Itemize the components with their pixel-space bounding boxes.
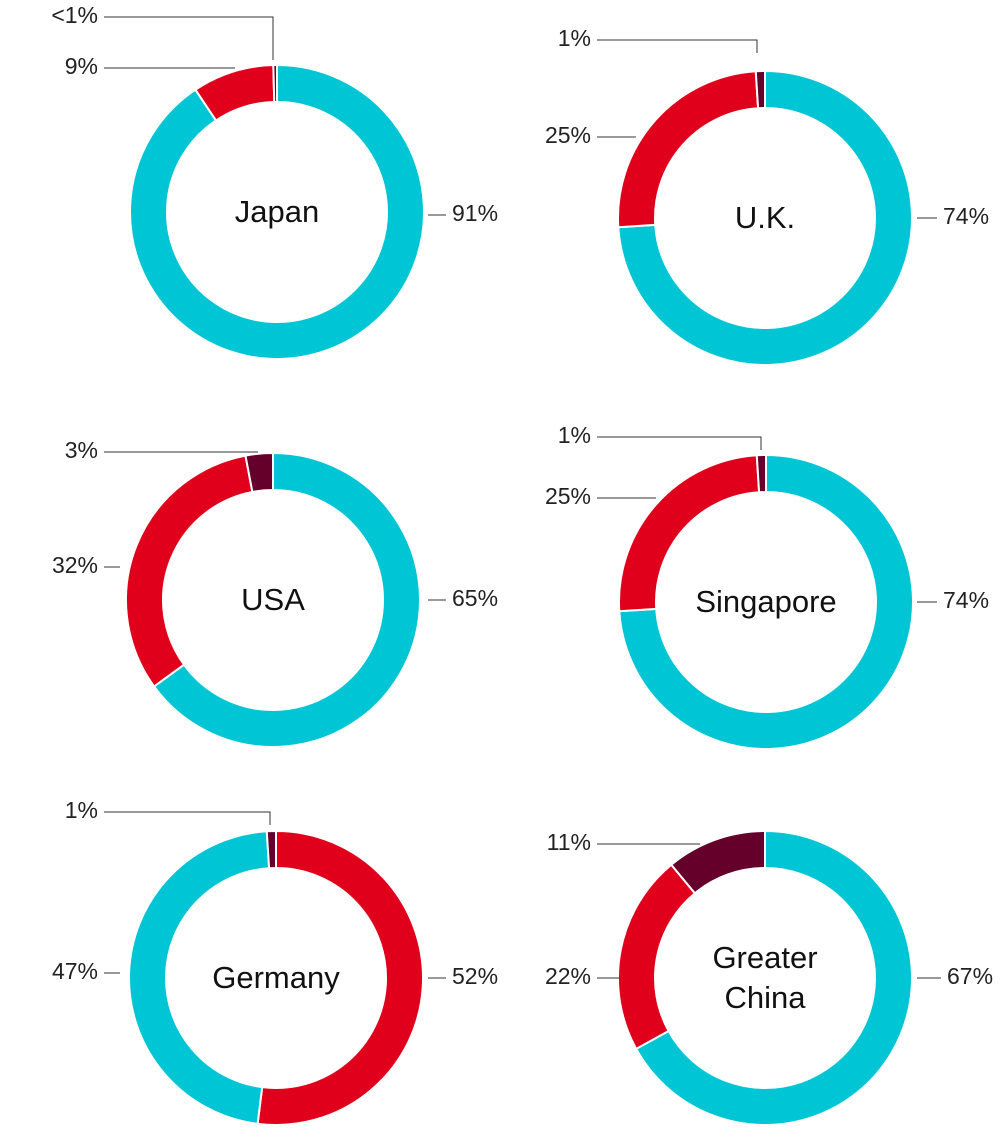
- leader-line: [597, 436, 762, 450]
- donut-segment: [755, 453, 767, 494]
- donut-segment: [256, 829, 425, 1126]
- donut-segment: [265, 829, 277, 870]
- value-label: 22%: [545, 963, 591, 989]
- donut-title: Japan: [234, 194, 320, 229]
- donut-title: U.K.: [734, 200, 796, 235]
- donut-title: USA: [241, 582, 305, 617]
- value-label: 74%: [943, 203, 989, 229]
- value-label: 52%: [452, 963, 498, 989]
- donut-segment: [125, 454, 254, 688]
- value-label: 65%: [452, 585, 498, 611]
- donut-title: Greater China: [712, 940, 818, 1015]
- donut-segment: [634, 829, 913, 1126]
- value-label: 67%: [947, 963, 993, 989]
- donut-segment: [618, 453, 914, 750]
- leader-line: [104, 16, 274, 60]
- value-label: 25%: [545, 122, 591, 148]
- value-label: 32%: [52, 552, 98, 578]
- value-label: 25%: [545, 483, 591, 509]
- value-label: 91%: [452, 200, 498, 226]
- donut-segment: [272, 63, 278, 104]
- donut-title: Germany: [212, 960, 340, 995]
- donut-segment: [152, 451, 421, 748]
- donut-segment: [244, 451, 274, 494]
- leader-line: [597, 39, 758, 53]
- value-label: 1%: [558, 422, 591, 448]
- value-label: 11%: [547, 829, 591, 855]
- donut-segment: [754, 69, 766, 110]
- value-label: 9%: [65, 53, 98, 79]
- donut-segment: [129, 63, 425, 360]
- donut-title: Singapore: [695, 584, 837, 619]
- value-label: 74%: [943, 587, 989, 613]
- value-label: 1%: [558, 25, 591, 51]
- value-label: 47%: [52, 958, 98, 984]
- value-label: 3%: [65, 437, 98, 463]
- donut-segment: [617, 69, 913, 366]
- leader-line: [104, 811, 271, 825]
- donut-segment: [128, 830, 271, 1125]
- value-label: 1%: [65, 797, 98, 823]
- value-label: <1%: [51, 2, 98, 28]
- donut-segment: [669, 829, 766, 895]
